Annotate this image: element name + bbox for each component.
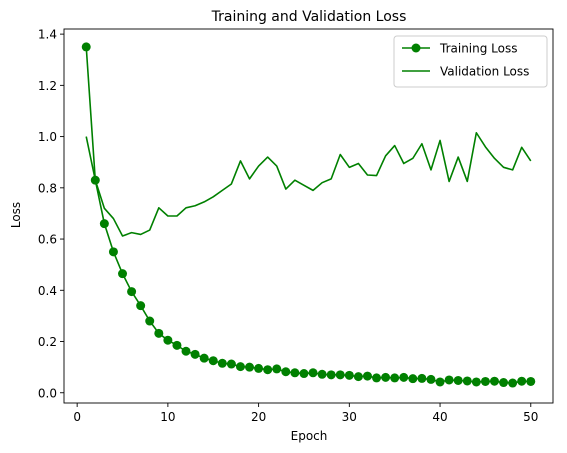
x-tick-label: 20: [251, 410, 266, 424]
series-1-point: [263, 365, 273, 375]
x-tick-label: 10: [160, 410, 175, 424]
series-1-point: [235, 362, 245, 372]
series-1-point: [136, 301, 146, 311]
y-axis-label: Loss: [9, 202, 23, 228]
series-1-point: [335, 370, 345, 380]
legend-box: [393, 35, 548, 88]
y-tick-label: 0.8: [38, 181, 57, 195]
series-1-point: [362, 371, 372, 381]
series-1-point: [453, 375, 463, 385]
x-tick-label: 40: [432, 410, 447, 424]
series-1-point: [372, 373, 382, 383]
series-1-point: [426, 374, 436, 384]
series-1-point: [108, 247, 118, 257]
series-1-point: [163, 335, 173, 345]
plot-area: [81, 42, 536, 388]
series-1-point: [199, 353, 209, 363]
series-1-point: [154, 328, 164, 338]
x-tick-label: 30: [342, 410, 357, 424]
series-1-point: [480, 376, 490, 386]
legend: Training Loss Validation Loss: [393, 35, 548, 88]
series-1-point: [290, 368, 300, 378]
y-tick-label: 1.4: [38, 28, 57, 42]
series-1-point: [353, 372, 363, 382]
series-1-point: [344, 370, 354, 380]
series-1-point: [299, 369, 309, 379]
series-line-2: [85, 131, 532, 237]
axes: 0 10 20 30 40 50 0.0 0.2 0.4 0.6 0.8 1.0 1.2 1.4: [38, 28, 554, 424]
series-1-point: [81, 42, 91, 52]
series-1-point: [381, 372, 391, 382]
series-1-point: [281, 367, 291, 377]
series-1-point: [317, 369, 327, 379]
x-tick-label: 50: [523, 410, 538, 424]
y-tick-label: 0.4: [38, 284, 57, 298]
plot-frame: [63, 28, 554, 404]
series-1-point: [226, 359, 236, 369]
series-1-point: [408, 374, 418, 384]
series-1-point: [435, 377, 445, 387]
series-1-point: [417, 373, 427, 383]
legend-label-1: Training Loss: [439, 42, 517, 56]
series-1-point: [254, 363, 264, 373]
x-tick-label: 0: [73, 410, 81, 424]
y-tick-label: 0.2: [38, 335, 57, 349]
legend-marker-1: [411, 43, 421, 53]
series-1-point: [508, 378, 518, 388]
series-1-point: [190, 349, 200, 359]
series-1-point: [208, 356, 218, 366]
series-1-point: [444, 375, 454, 385]
series-1-point: [172, 340, 182, 350]
y-tick-label: 0.6: [38, 233, 57, 247]
series-1-point: [245, 362, 255, 372]
y-tick-label: 0.0: [38, 386, 57, 400]
legend-label-2: Validation Loss: [440, 65, 529, 79]
series-1-point: [217, 358, 227, 368]
y-tick-label: 1.0: [38, 130, 57, 144]
series-1-point: [517, 376, 527, 386]
series-1-point: [181, 346, 191, 356]
series-1-point: [272, 364, 282, 374]
series-1-point: [390, 373, 400, 383]
series-1-point: [308, 368, 318, 378]
series-1-point: [326, 370, 336, 380]
series-1-point: [118, 269, 128, 279]
series-1-point: [399, 372, 409, 382]
y-tick-label: 1.2: [38, 79, 57, 93]
series-1-point: [145, 316, 155, 326]
chart-title: Training and Validation Loss: [211, 9, 407, 25]
series-1-point: [462, 376, 472, 386]
series-1-point: [489, 376, 499, 386]
series-1-point: [526, 376, 536, 386]
series-1-point: [499, 378, 509, 388]
series-1-point: [127, 287, 137, 297]
series-1-point: [471, 377, 481, 387]
x-axis-label: Epoch: [291, 429, 328, 443]
series-1-point: [99, 219, 109, 229]
